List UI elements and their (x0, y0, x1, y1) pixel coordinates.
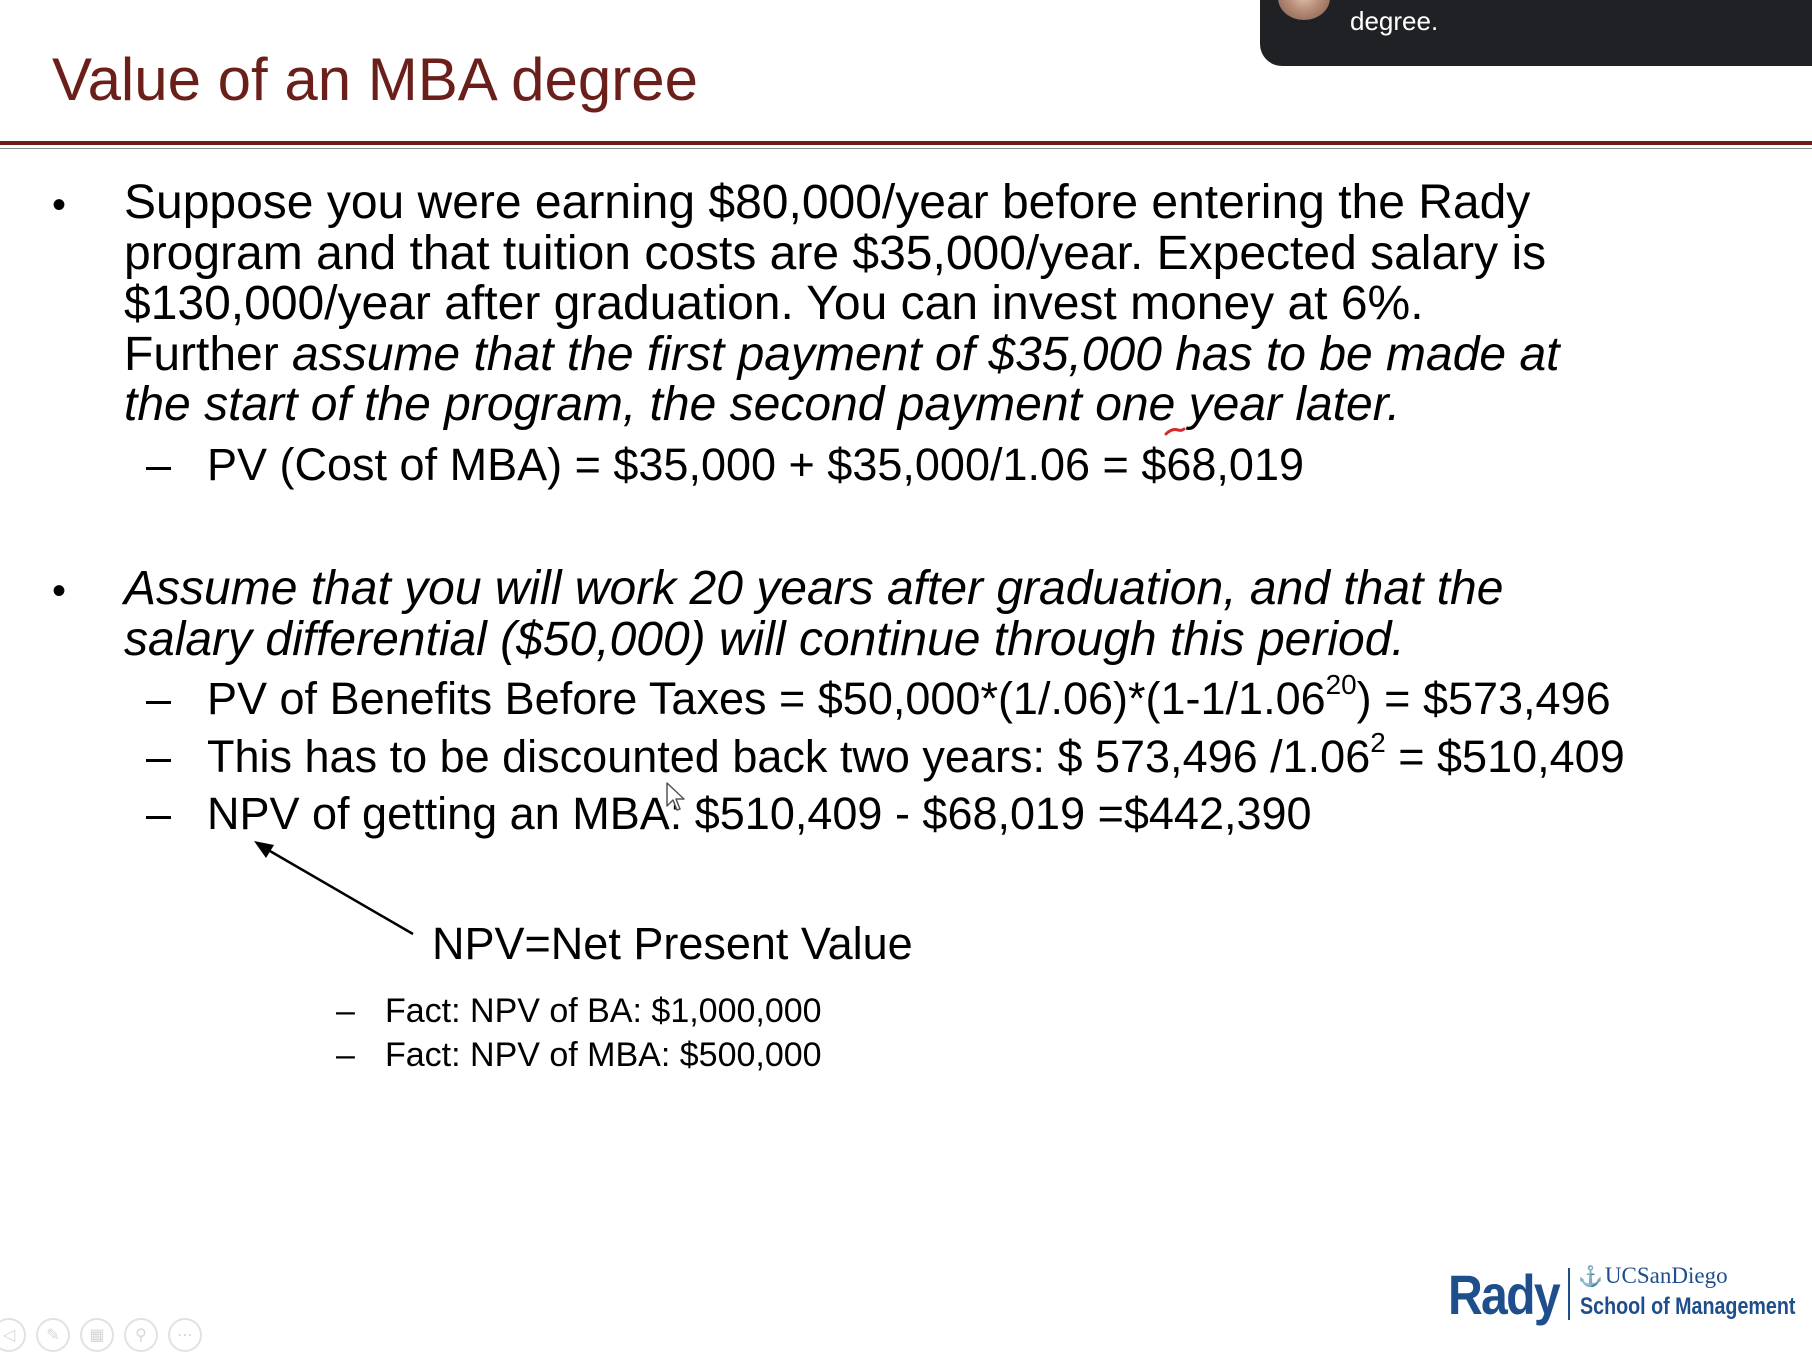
fact-text: Fact: NPV of MBA: $500,000 (385, 1036, 822, 1074)
bullet-2-line-1: Assume that you will work 20 years after… (124, 562, 1504, 615)
sub-dash: – (146, 731, 172, 782)
bullet-marker: • (52, 183, 67, 227)
bullet-1-line-4-italic: assume that the first payment of $35,000… (292, 327, 1560, 381)
sub-dash: – (146, 788, 172, 839)
pv-benefits-pre: PV of Benefits Before Taxes = $50,000*(1… (207, 673, 1326, 724)
fact-item: – Fact: NPV of BA: $1,000,000 (0, 990, 1812, 1032)
bullet-1-line-5: the start of the program, the second pay… (124, 378, 1401, 431)
discount-formula: This has to be discounted back two years… (207, 726, 1625, 784)
pv-benefits-post: ) = $573,496 (1356, 673, 1611, 724)
overlay-caption: degree. (1350, 6, 1439, 36)
presenter-avatar (1278, 0, 1330, 20)
logo-ucsd-text: UCSanDiego (1604, 1263, 1728, 1288)
bullet-1-line-4: Further assume that the first payment of… (124, 327, 1764, 381)
fact-item: – Fact: NPV of MBA: $500,000 (0, 1034, 1812, 1076)
bullet-1-line-3: $130,000/year after graduation. You can … (124, 277, 1424, 330)
more-options-icon[interactable]: ⋯ (168, 1318, 202, 1352)
logo-divider (1568, 1268, 1570, 1320)
logo-ucsd: ⚓UCSanDiego (1578, 1263, 1728, 1290)
bullet-1-line-4-normal: Further (124, 327, 293, 381)
discount-pre: This has to be discounted back two years… (207, 731, 1371, 782)
zoom-icon[interactable]: ⚲ (124, 1318, 158, 1352)
slide-title: Value of an MBA degree (52, 46, 698, 113)
bullet-1-sub-1: – PV (Cost of MBA) = $35,000 + $35,000/1… (0, 438, 1812, 492)
fact-text: Fact: NPV of BA: $1,000,000 (385, 992, 822, 1030)
previous-icon[interactable]: ◁ (0, 1318, 26, 1352)
title-divider (0, 141, 1812, 145)
bullet-2-text: Assume that you will work 20 years after… (124, 562, 1764, 666)
bullet-1-text: Suppose you were earning $80,000/year be… (124, 176, 1764, 431)
pen-icon[interactable]: ✎ (36, 1318, 70, 1352)
rady-logo: Rady ⚓UCSanDiego School of Management (1448, 1262, 1796, 1328)
bullet-1-line-2: program and that tuition costs are $35,0… (124, 226, 1547, 280)
sub-dash: – (146, 673, 172, 724)
logo-school-text: School of Management (1580, 1293, 1796, 1320)
sub-dash: – (146, 439, 172, 490)
sub-dash: – (336, 1036, 355, 1074)
discount-post: = $510,409 (1385, 731, 1625, 782)
npv-formula: NPV of getting an MBA: $510,409 - $68,01… (207, 788, 1312, 839)
bullet-1-line-1: Suppose you were earning $80,000/year be… (124, 176, 1531, 229)
pv-cost-formula: PV (Cost of MBA) = $35,000 + $35,000/1.0… (207, 439, 1305, 490)
ink-annotation (1164, 427, 1186, 436)
bullet-marker: • (52, 569, 67, 613)
bullet-2-sub-1: – PV of Benefits Before Taxes = $50,000*… (0, 668, 1812, 726)
discount-exponent: 2 (1370, 726, 1386, 758)
logo-rady-text: Rady (1448, 1263, 1561, 1326)
pv-benefits-exponent: 20 (1325, 668, 1357, 700)
presenter-toolbar: ◁ ✎ ▦ ⚲ ⋯ (0, 1318, 202, 1352)
slides-grid-icon[interactable]: ▦ (80, 1318, 114, 1352)
title-divider-thin (0, 148, 1812, 149)
trident-icon: ⚓ (1578, 1266, 1603, 1288)
mouse-cursor-icon (666, 782, 685, 811)
video-caption-overlay[interactable]: degree. (1260, 0, 1812, 66)
pv-benefits-formula: PV of Benefits Before Taxes = $50,000*(1… (207, 668, 1611, 726)
bullet-2-sub-3: – NPV of getting an MBA: $510,409 - $68,… (0, 787, 1812, 841)
bullet-2-sub-2: – This has to be discounted back two yea… (0, 726, 1812, 784)
bullet-2-line-2: salary differential ($50,000) will conti… (124, 612, 1405, 666)
sub-dash: – (336, 992, 355, 1030)
npv-definition: NPV=Net Present Value (432, 918, 913, 969)
